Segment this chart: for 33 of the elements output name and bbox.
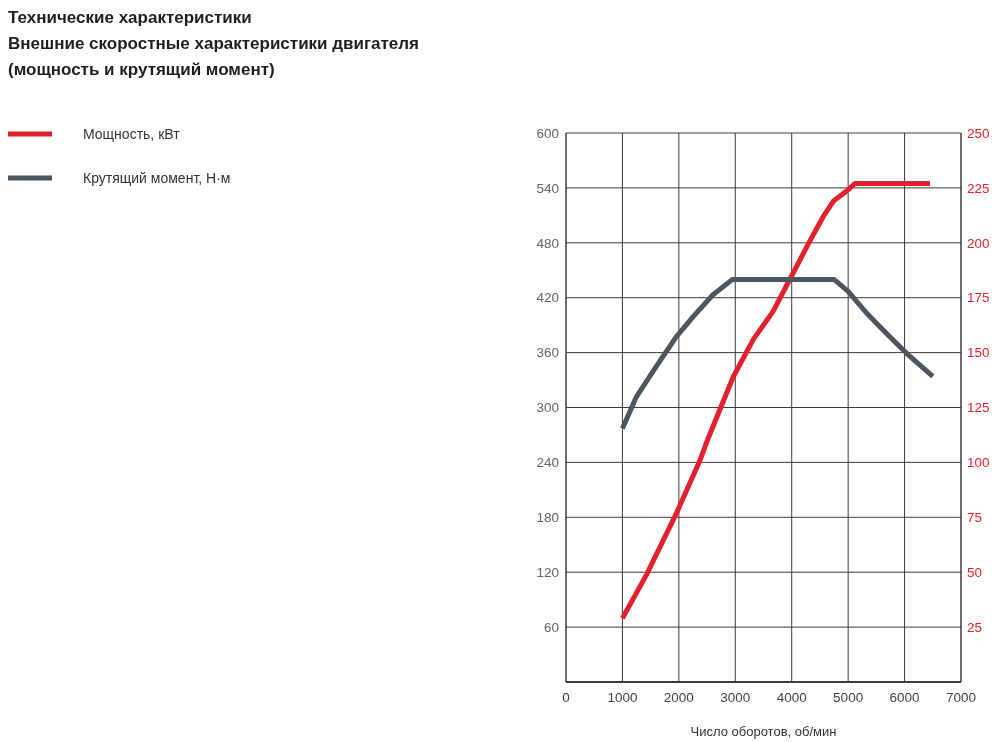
y-tick-label: 300 [536,400,559,416]
x-tick-label: 3000 [720,689,751,705]
x-tick-label: 0 [562,689,570,705]
y2-tick-label: 250 [967,125,990,141]
y2-tick-label: 225 [967,180,990,196]
y2-tick-label: 200 [967,235,990,251]
y-tick-label: 60 [543,619,559,635]
y-tick-label: 540 [536,180,559,196]
y-tick-label: 420 [536,290,559,306]
y2-tick-label: 125 [967,400,990,416]
legend-label: Мощность, кВт [83,125,181,142]
y-tick-label: 240 [536,455,559,471]
y-tick-label: 120 [536,564,559,580]
x-axis-title: Число оборотов, об/мин [690,723,837,739]
y2-tick-label: 25 [967,619,983,635]
text: Внешние скоростные характеристики двигателя (мощность и крутящий момент) [8,34,419,79]
x-tick-label: 5000 [833,689,864,705]
x-tick-label: 1000 [607,689,638,705]
x-tick-label: 4000 [776,689,807,705]
y-tick-label: 360 [536,345,559,361]
y2-tick-label: 100 [967,455,990,471]
x-tick-label: 7000 [945,689,977,705]
y2-tick-label: 75 [967,510,983,526]
y-tick-label: 600 [536,125,559,141]
y-tick-label: 180 [536,510,559,526]
y-tick-label: 480 [536,235,559,251]
y2-tick-label: 175 [967,290,990,306]
x-tick-label: 2000 [663,689,694,705]
x-tick-label: 6000 [889,689,920,705]
legend-label: Крутящий момент, Н·м [83,169,231,186]
y2-tick-label: 150 [967,345,990,361]
y2-tick-label: 50 [967,564,983,580]
text: Технические характеристики [8,8,252,27]
